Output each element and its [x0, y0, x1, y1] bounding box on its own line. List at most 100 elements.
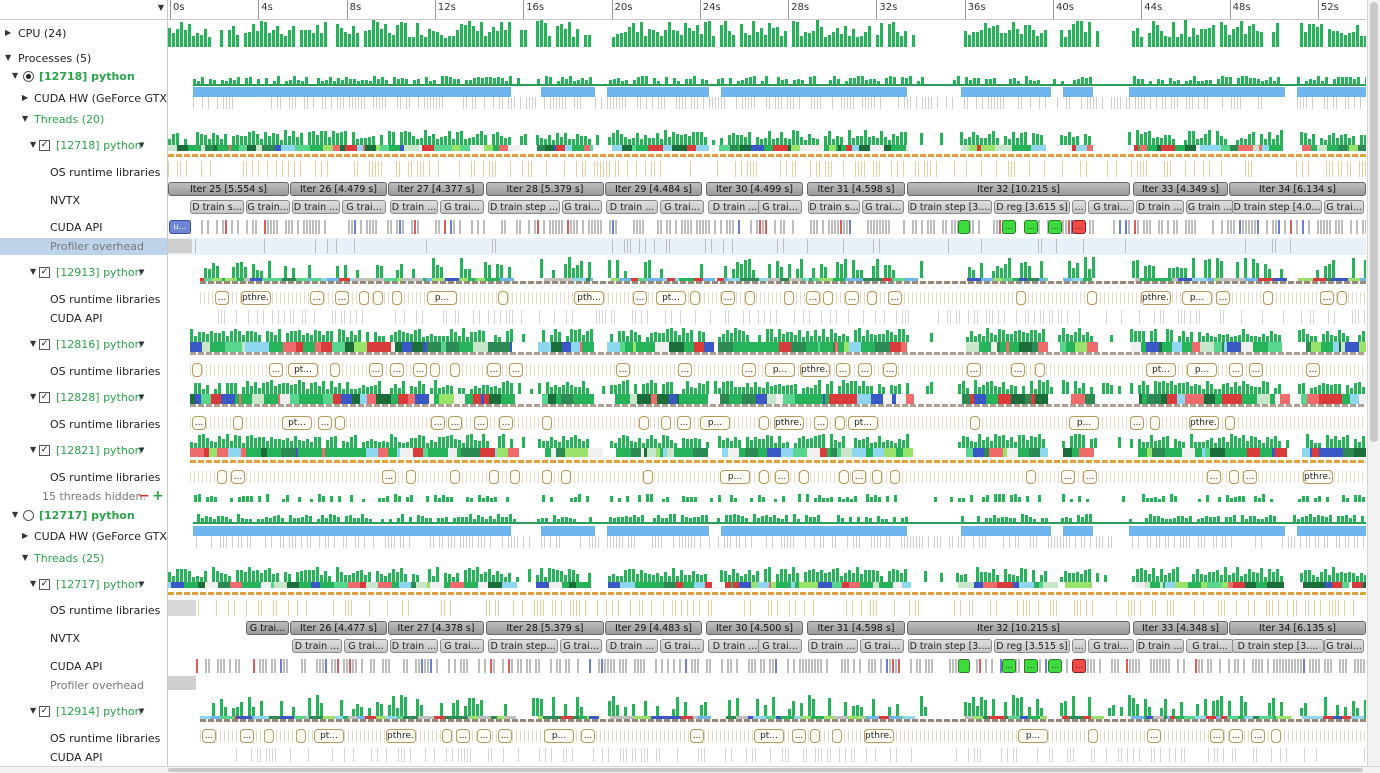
process-activity-track[interactable]: [168, 76, 1366, 84]
os-call-block[interactable]: [450, 363, 460, 377]
os-call-block[interactable]: ...: [858, 363, 872, 377]
os-call-block[interactable]: [406, 470, 416, 484]
nvtx-range[interactable]: D train ...: [1136, 639, 1184, 653]
thread-checkbox[interactable]: ✓: [39, 267, 50, 278]
nvtx-range[interactable]: G trai...: [562, 200, 602, 214]
cuda-api-call-block[interactable]: [958, 220, 970, 234]
nvtx-range[interactable]: D train step [3....: [908, 639, 992, 653]
os-call-block[interactable]: [335, 416, 345, 430]
dropdown-icon[interactable]: ▼: [139, 141, 145, 149]
nvtx-range[interactable]: Iter 32 [10.215 s]: [907, 621, 1130, 635]
nvtx-range[interactable]: G train ...: [1186, 200, 1234, 214]
row-threads[interactable]: ▼ Threads (20): [0, 112, 167, 128]
expand-arrow-icon[interactable]: ▶: [22, 93, 29, 102]
profiler-overhead-block[interactable]: [168, 239, 1366, 253]
process-radio-selected[interactable]: [23, 71, 34, 82]
os-runtime-track[interactable]: ...pt.....................p...pthre.....…: [168, 416, 1366, 430]
row-os-runtime[interactable]: OS runtime libraries: [0, 364, 167, 380]
os-call-block[interactable]: [1150, 416, 1160, 430]
cuda-api-call-block[interactable]: u...: [169, 220, 191, 234]
os-call-block[interactable]: [392, 291, 402, 305]
thread-checkbox[interactable]: ✓: [39, 339, 50, 350]
row-process-12717[interactable]: ▼ [12717] python: [0, 508, 167, 524]
os-call-block[interactable]: pthre...: [774, 416, 804, 430]
os-runtime-track[interactable]: [168, 161, 1366, 177]
os-call-block[interactable]: ...: [231, 470, 245, 484]
nvtx-range[interactable]: D train ...: [708, 200, 762, 214]
collapse-arrow-icon[interactable]: ▼: [5, 53, 12, 62]
nvtx-range[interactable]: Iter 33 [4.349 s]: [1133, 182, 1228, 196]
os-runtime-track[interactable]: [168, 600, 1366, 616]
os-call-strip[interactable]: [168, 460, 1366, 463]
os-call-strip[interactable]: [168, 154, 1366, 157]
process-radio[interactable]: [23, 510, 34, 521]
collapse-arrow-icon[interactable]: ▼: [30, 579, 37, 588]
row-cuda-api[interactable]: CUDA API: [0, 750, 167, 766]
cuda-api-call-block[interactable]: ...: [1048, 659, 1062, 673]
os-call-block[interactable]: [373, 291, 383, 305]
os-call-strip[interactable]: [168, 281, 1366, 284]
row-profiler-overhead[interactable]: Profiler overhead: [0, 678, 167, 694]
os-call-block[interactable]: [450, 470, 460, 484]
os-call-block[interactable]: ...: [310, 291, 324, 305]
os-call-block[interactable]: ...: [369, 363, 383, 377]
cuda-api-call-block[interactable]: ...: [1048, 220, 1062, 234]
os-runtime-block[interactable]: [168, 600, 1366, 616]
os-call-block[interactable]: ...: [390, 363, 404, 377]
row-thread-12718[interactable]: ▼ ✓ [12718] python ▼: [0, 138, 167, 154]
row-threads[interactable]: ▼ Threads (25): [0, 551, 167, 567]
nvtx-range[interactable]: G trai...: [1324, 200, 1364, 214]
nvtx-range[interactable]: Iter 26 [4.479 s]: [290, 182, 387, 196]
nvtx-range[interactable]: D train ...: [390, 639, 438, 653]
os-call-block[interactable]: p...: [765, 363, 795, 377]
os-call-block[interactable]: ...: [269, 363, 283, 377]
process-baseline[interactable]: [168, 522, 1366, 524]
os-call-block[interactable]: p...: [1069, 416, 1099, 430]
minus-icon[interactable]: −: [138, 489, 150, 504]
collapse-arrow-icon[interactable]: ▼: [12, 510, 19, 519]
os-call-block[interactable]: pt...: [1146, 363, 1176, 377]
os-call-block[interactable]: [661, 416, 671, 430]
nvtx-range[interactable]: ...: [1072, 639, 1086, 653]
nvtx-range[interactable]: G trai...: [758, 200, 802, 214]
nvtx-range[interactable]: G trai...: [560, 639, 602, 653]
cuda-hw-memory-track[interactable]: [168, 97, 1366, 109]
nvtx-range[interactable]: D train ...: [606, 639, 658, 653]
row-os-runtime[interactable]: OS runtime libraries: [0, 165, 167, 181]
nvtx-range[interactable]: Iter 29 [4.483 s]: [605, 621, 702, 635]
os-call-block[interactable]: ...: [721, 291, 735, 305]
thread-state-track[interactable]: [168, 582, 1366, 588]
cuda-api-call-block[interactable]: ...: [1072, 220, 1086, 234]
nvtx-range[interactable]: D train step [4.0...: [1232, 200, 1322, 214]
os-call-block[interactable]: [489, 470, 499, 484]
nvtx-range[interactable]: G trai...: [758, 639, 802, 653]
nvtx-range[interactable]: G train...: [246, 200, 290, 214]
cuda-api-call-block[interactable]: ...: [1002, 220, 1016, 234]
dropdown-icon[interactable]: ▼: [139, 268, 145, 276]
nvtx-range[interactable]: Iter 28 [5.379 s]: [486, 621, 604, 635]
os-call-block[interactable]: ...: [814, 416, 828, 430]
nvtx-range[interactable]: D train s...: [808, 200, 860, 214]
os-call-block[interactable]: [561, 470, 571, 484]
os-call-block[interactable]: ...: [845, 291, 859, 305]
nvtx-range[interactable]: Iter 27 [4.377 s]: [388, 182, 484, 196]
os-call-block[interactable]: [510, 470, 520, 484]
thread-cpu-track[interactable]: [168, 695, 1366, 716]
os-call-block[interactable]: [542, 416, 552, 430]
row-cuda-hw[interactable]: ▶ CUDA HW (GeForce GTX 10: [0, 529, 167, 545]
cuda-api-track[interactable]: [168, 310, 1366, 324]
os-call-block[interactable]: [498, 291, 508, 305]
nvtx-range[interactable]: Iter 30 [4.500 s]: [706, 621, 803, 635]
nvtx-range[interactable]: D train ...: [808, 639, 858, 653]
nvtx-range[interactable]: Iter 29 [4.484 s]: [605, 182, 702, 196]
cuda-api-call-block[interactable]: ...: [1072, 659, 1086, 673]
dropdown-icon[interactable]: ▼: [139, 446, 145, 454]
os-call-block[interactable]: pthre...: [1189, 416, 1219, 430]
nvtx-steps-track[interactable]: D train ... G trai... D train ... G trai...…: [168, 639, 1366, 654]
row-thread-12914[interactable]: ▼ ✓ [12914] python ▼: [0, 704, 167, 720]
os-call-block[interactable]: ...: [806, 291, 820, 305]
os-call-block[interactable]: pt...: [288, 363, 318, 377]
os-call-block[interactable]: [1026, 470, 1036, 484]
os-call-block[interactable]: pt...: [282, 416, 312, 430]
nvtx-range[interactable]: D train ...: [292, 639, 342, 653]
